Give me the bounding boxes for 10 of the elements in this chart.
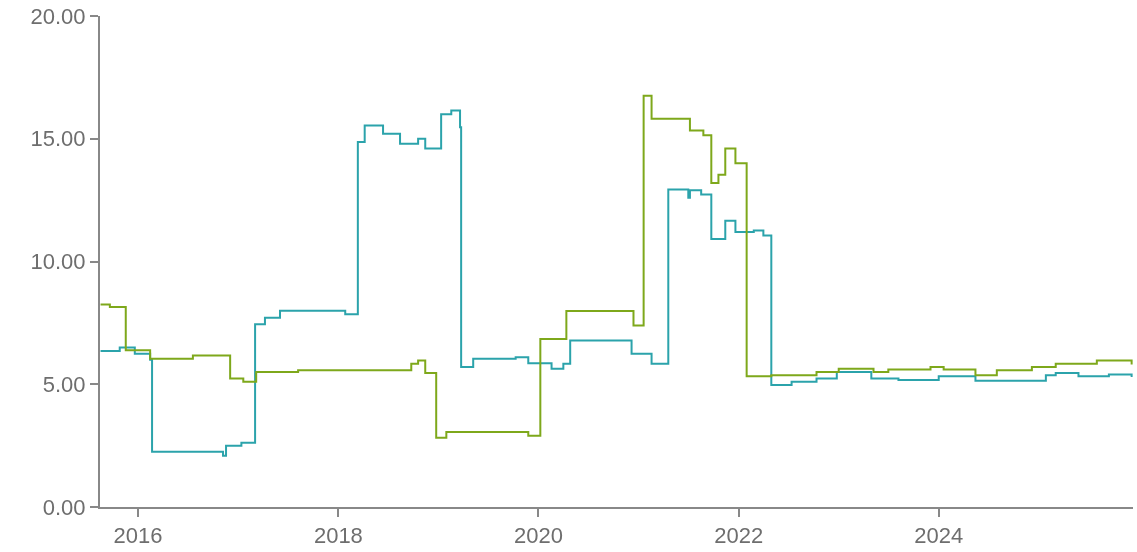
y-tick-label: 15.00 (30, 126, 86, 152)
x-tick-label: 2022 (714, 523, 764, 549)
x-tick-label: 2020 (513, 523, 563, 549)
x-tick-label: 2016 (113, 523, 163, 549)
y-tick-label: 5.00 (42, 371, 86, 397)
y-tick-label: 10.00 (30, 249, 86, 275)
y-tick-label: 20.00 (30, 3, 86, 29)
x-tick-label: 2024 (914, 523, 964, 549)
y-tick-label: 0.00 (42, 494, 86, 520)
x-tick-label: 2018 (313, 523, 363, 549)
